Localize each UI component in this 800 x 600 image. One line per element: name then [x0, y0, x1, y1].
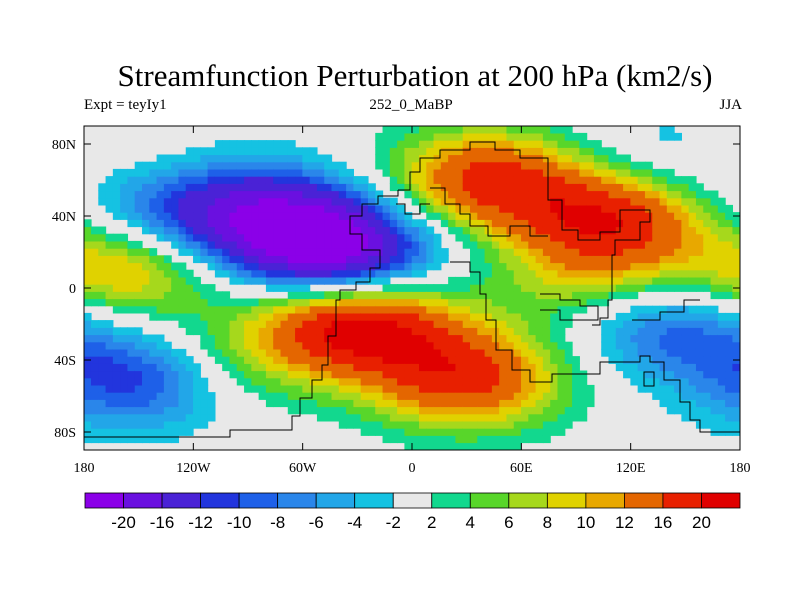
colorbar-box [200, 492, 240, 509]
colorbar-box [546, 492, 587, 509]
colorbar-label: -20 [111, 513, 136, 532]
x-tick-label: 0 [409, 461, 416, 476]
colorbar-label: 20 [692, 513, 711, 532]
colorbar-box [315, 492, 356, 509]
x-tick-label: 60W [289, 461, 317, 476]
coastline-segment [430, 187, 548, 237]
colorbar-box [277, 492, 317, 509]
colorbar-box [354, 492, 394, 509]
colorbar-box [701, 492, 741, 509]
colorbar-box [84, 492, 124, 509]
colorbar-box [469, 492, 510, 509]
axis-ticks: 180 120W 60W 0 60E 120E 180 80N 40N 0 40S 80S [52, 126, 751, 476]
coastline-segment [540, 293, 599, 321]
x-tick-label: 180 [74, 461, 95, 476]
colorbar-label: 10 [576, 513, 595, 532]
coastlines [84, 141, 740, 438]
coastline-segment [570, 355, 740, 433]
colorbar-label: 16 [653, 513, 672, 532]
y-tick-label: 40S [54, 354, 76, 369]
colorbar-label: 6 [504, 513, 513, 532]
y-tick-label: 40N [52, 210, 76, 225]
coastline-segment [632, 299, 700, 321]
period-label: 252_0_MaBP [369, 97, 453, 113]
colorbar-label: -10 [227, 513, 252, 532]
coastline-segment [450, 261, 570, 383]
colorbar-box [238, 492, 279, 509]
y-tick-label: 80N [52, 138, 76, 153]
colorbar-label: -16 [150, 513, 175, 532]
x-tick-label: 120E [616, 461, 646, 476]
coastline-segment [396, 203, 430, 215]
colorbar-label: 4 [466, 513, 475, 532]
colorbar-label: -4 [347, 513, 362, 532]
colorbar-label: -8 [270, 513, 285, 532]
contour-field [84, 126, 740, 450]
y-tick-label: 0 [69, 282, 76, 297]
x-tick-label: 120W [176, 461, 211, 476]
colorbar-box [161, 492, 201, 509]
x-tick-label: 180 [730, 461, 751, 476]
colorbar-box [662, 492, 702, 509]
coastline-segment [84, 190, 399, 438]
season-label: JJA [719, 97, 742, 113]
colorbar-label: -6 [309, 513, 324, 532]
colorbar: -20 -16 -12 -10 -8 -6 -4 -2 2 4 6 8 10 12 16 20 [84, 492, 741, 532]
chart-title: Streamfunction Perturbation at 200 hPa (… [117, 58, 713, 93]
x-tick-label: 60E [510, 461, 533, 476]
colorbar-box [392, 492, 433, 509]
colorbar-box [508, 492, 548, 509]
coastline-segment [643, 371, 655, 387]
colorbar-label: -2 [386, 513, 401, 532]
colorbar-label: -12 [188, 513, 213, 532]
colorbar-box [624, 492, 664, 509]
colorbar-box [431, 492, 471, 509]
colorbar-label: 12 [615, 513, 634, 532]
colorbar-box [585, 492, 625, 509]
y-tick-label: 80S [54, 426, 76, 441]
colorbar-label: 2 [427, 513, 436, 532]
coastline-segment [398, 141, 651, 326]
colorbar-box [123, 492, 163, 509]
experiment-label: Expt = teyIy1 [84, 97, 167, 113]
colorbar-label: 8 [543, 513, 552, 532]
